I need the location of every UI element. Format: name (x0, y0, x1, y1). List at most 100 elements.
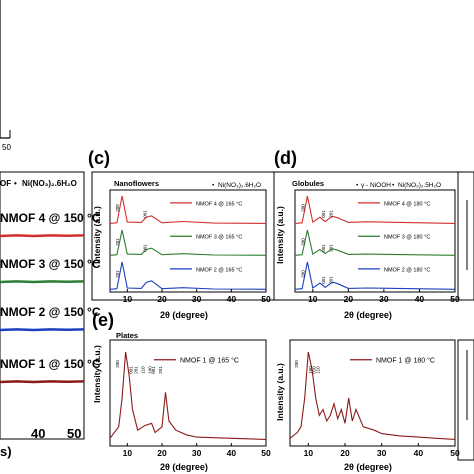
x-tick-label-c-2: 30 (192, 294, 202, 304)
panel-b-series-label-1: NMOF 4 @ 150 °C (0, 211, 101, 225)
series-line-d-1 (294, 195, 456, 224)
panel-b-legend-1: OF (0, 179, 11, 188)
panel-b-x-tick-50: 50 (67, 426, 81, 441)
peak-label-e1-5: 001 (151, 366, 156, 374)
panel-b-series-label-2: NMOF 3 @ 150 °C (0, 257, 101, 271)
panel-b-frame (0, 171, 85, 440)
series-line-e1-1 (109, 351, 267, 440)
peak-label-e2-1: 100 (308, 366, 313, 374)
peak-label-d-6: 200 (300, 270, 305, 278)
panel-b-series-line-2 (0, 280, 85, 284)
x-tick-label-e2-3: 40 (414, 448, 424, 458)
x-tick-label-d-3: 40 (415, 294, 425, 304)
panel-b-x-tick-40: 40 (31, 426, 45, 441)
x-tick-label-e1-0: 10 (123, 448, 133, 458)
panel-e2-plot-frame (289, 339, 456, 447)
x-tick-label-d-1: 20 (344, 294, 354, 304)
series-label-e1-1: NMOF 1 @ 165 °C (180, 356, 239, 364)
panel-c-subtitle: Nanoflowers (114, 179, 159, 188)
peak-label-e2-2: 010 (312, 366, 317, 374)
panel-b-series-line-4 (0, 380, 85, 384)
panel-d-right-box (457, 171, 474, 301)
x-tick-label-e2-0: 10 (304, 448, 314, 458)
panel-b-series-label-3: NMOF 2 @ 150 °C (0, 305, 101, 319)
peak-label-d-4: 001 (321, 244, 326, 252)
panel-c-label: (c) (88, 148, 110, 168)
series-line-d-3 (294, 261, 456, 290)
peak-label-e1-0: 200 (115, 360, 120, 368)
x-tick-label-e1-4: 50 (261, 448, 271, 458)
peak-label-d-8: 201 (328, 276, 333, 284)
x-tick-label-e1-3: 40 (227, 448, 237, 458)
series-label-c-2: NMOF 3 @ 165 °C (196, 235, 242, 241)
panel-b-x-label: s) (0, 444, 12, 459)
panel-b-series-line-3 (0, 328, 85, 332)
x-tick-label-c-4: 50 (261, 294, 271, 304)
panel-a-tick-label: 50 (2, 143, 11, 152)
x-tick-label-e2-1: 20 (340, 448, 350, 458)
panel-a: 50 (0, 0, 11, 152)
peak-label-c-3: 001 (142, 244, 147, 252)
panel-d-x-label: 2θ (degree) (344, 310, 392, 320)
panel-e-label: (e) (92, 310, 114, 330)
panel-e1-plot-frame (109, 339, 267, 447)
x-tick-label-e1-2: 30 (192, 448, 202, 458)
series-label-c-1: NMOF 4 @ 165 °C (196, 201, 242, 207)
panel-d-legend-bullet-1: • (356, 182, 359, 189)
panel-d-plot-frame (294, 189, 456, 293)
panel-c: (c) Nanoflowers • Ni(NO₃)₂.6H₂O NMOF 4 @… (88, 148, 275, 320)
peak-label-c-0: 200 (115, 204, 120, 212)
series-line-e2-1 (289, 351, 456, 440)
panel-d-y-label: Intensity (a.u.) (275, 206, 285, 264)
peak-label-d-2: 201 (328, 210, 333, 218)
x-tick-label-e2-2: 30 (377, 448, 387, 458)
peak-label-c-2: 201 (115, 238, 120, 246)
panel-e1-x-label: 2θ (degree) (160, 462, 208, 472)
panel-e2-x-label: 2θ (degree) (344, 462, 392, 472)
panel-e1-y-label: Intensity (a.u.) (92, 345, 102, 403)
panel-d-label: (d) (274, 148, 297, 168)
x-tick-label-d-4: 50 (450, 294, 460, 304)
panel-e-left: (e) Plates NMOF 1 @ 165 °C 10 20 30 40 50 200 0… (92, 310, 271, 472)
x-tick-label-d-0: 10 (308, 294, 318, 304)
peak-label-c-1: 001 (142, 210, 147, 218)
panel-b-legend-2: Ni(NO₃)₂.6H₂O (22, 179, 77, 188)
peak-label-e1-1: 001 (129, 366, 134, 374)
panel-c-legend-bullet: • (212, 182, 215, 189)
panel-d-legend-entry-2: Ni(NO₃)₂.5H₂O (398, 182, 441, 189)
panel-b-series-label-4: NMOF 1 @ 150 °C (0, 357, 101, 371)
peak-label-e1-2: 201 (134, 366, 139, 374)
panel-b: OF • Ni(NO₃)₂.6H₂O NMOF 4 @ 150 °C NMOF 3… (0, 171, 101, 459)
x-tick-label-c-3: 40 (227, 294, 237, 304)
series-label-d-1: NMOF 4 @ 180 °C (384, 201, 430, 207)
peak-label-c-4: 201 (115, 270, 120, 278)
panel-c-plot-frame (109, 189, 267, 293)
peak-label-e2-3: 110 (315, 366, 320, 374)
series-label-e2-1: NMOF 1 @ 180 °C (376, 356, 435, 364)
peak-label-d-0: 200 (300, 204, 305, 212)
peak-label-d-3: 200 (300, 238, 305, 246)
x-tick-label-d-2: 30 (379, 294, 389, 304)
peak-label-e1-3: 110 (141, 366, 146, 374)
peak-label-e1-4: 100 (148, 366, 153, 374)
panel-d-outer-frame (273, 171, 474, 301)
x-tick-label-c-1: 20 (157, 294, 167, 304)
panel-e-subtitle: Plates (116, 331, 138, 340)
panel-e-right-box (457, 339, 474, 461)
x-tick-label-e2-4: 50 (450, 448, 460, 458)
peak-label-e1-6: 201 (158, 366, 163, 374)
panel-c-legend-entry: Ni(NO₃)₂.6H₂O (218, 182, 261, 189)
series-label-d-3: NMOF 2 @ 180 °C (384, 267, 430, 273)
panel-d-legend-bullet-2: • (392, 182, 395, 189)
series-line-c-3 (109, 261, 267, 290)
panel-b-legend-bullet: • (14, 179, 17, 188)
panel-d-subtitle: Globules (292, 179, 324, 188)
panel-d-legend-entry-1: γ - NiOOH (361, 182, 391, 189)
x-tick-label-c-0: 10 (123, 294, 133, 304)
panel-c-y-label: Intensity (a.u.) (92, 206, 102, 264)
peak-label-d-1: 001 (321, 210, 326, 218)
panel-b-series-line-1 (0, 234, 85, 238)
panel-d: (d) Globules • γ - NiOOH • Ni(NO₃)₂.5H₂O… (273, 148, 474, 320)
